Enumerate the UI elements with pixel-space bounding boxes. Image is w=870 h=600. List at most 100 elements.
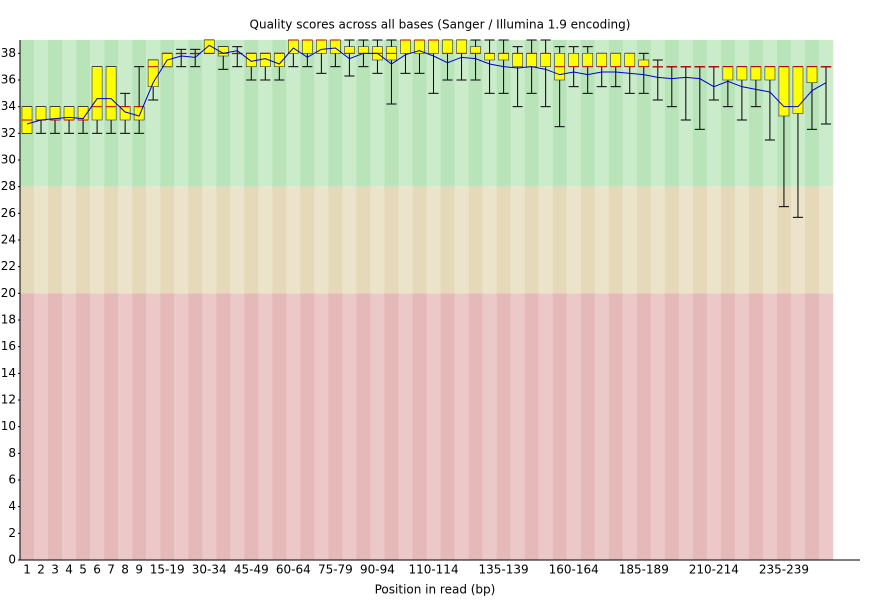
quality-zone <box>20 293 35 560</box>
quality-zone <box>762 186 778 294</box>
quality-zone <box>230 40 245 187</box>
y-tick-label: 36 <box>1 73 16 87</box>
quality-zone <box>202 40 217 187</box>
quality-zone <box>706 293 722 560</box>
quality-zone <box>720 40 736 187</box>
quality-zone <box>566 186 581 294</box>
y-tick-label: 0 <box>8 553 16 567</box>
quality-zone <box>706 40 722 187</box>
y-tick-label: 12 <box>1 393 16 407</box>
quality-zone <box>300 40 315 187</box>
y-tick-label: 38 <box>1 46 16 60</box>
box <box>35 106 47 121</box>
y-tick-label: 18 <box>1 313 16 327</box>
quality-zone <box>412 293 427 560</box>
x-tick-label: 60-64 <box>276 563 311 577</box>
x-tick-label: 30-34 <box>192 563 227 577</box>
x-tick-label: 15-19 <box>150 563 185 577</box>
box <box>442 39 453 54</box>
quality-zone <box>692 293 708 560</box>
quality-zone <box>482 40 497 187</box>
quality-zone <box>692 186 708 294</box>
quality-zone <box>454 40 469 187</box>
y-tick-label: 22 <box>1 259 16 273</box>
box <box>778 66 790 117</box>
quality-zone <box>818 293 834 560</box>
quality-zone <box>132 186 147 294</box>
quality-zone <box>482 293 497 560</box>
quality-zone <box>160 186 175 294</box>
quality-zone <box>426 186 441 294</box>
quality-zone <box>622 40 637 187</box>
box <box>512 53 523 67</box>
quality-zone <box>244 186 259 294</box>
box <box>91 66 103 121</box>
y-tick-label: 4 <box>8 499 16 513</box>
quality-zone <box>650 186 665 294</box>
quality-zone <box>48 293 63 560</box>
quality-zone <box>328 293 343 560</box>
box <box>764 66 776 81</box>
quality-zone <box>356 40 371 187</box>
x-tick-label: 5 <box>79 563 87 577</box>
quality-zone <box>552 186 567 294</box>
quality-zone <box>174 40 189 187</box>
quality-zone <box>342 40 357 187</box>
box <box>484 53 495 61</box>
x-tick-label: 7 <box>107 563 115 577</box>
quality-zone <box>524 40 539 187</box>
quality-zone <box>342 186 357 294</box>
y-tick-label: 28 <box>1 179 16 193</box>
quality-zone <box>510 293 525 560</box>
quality-zone <box>608 186 623 294</box>
quality-zone <box>818 186 834 294</box>
quality-zone <box>482 186 497 294</box>
quality-zone <box>636 293 651 560</box>
quality-zone <box>468 293 483 560</box>
box <box>638 59 650 67</box>
quality-zone <box>454 293 469 560</box>
box <box>722 66 734 81</box>
box <box>596 53 608 67</box>
chart-title: Quality scores across all bases (Sanger … <box>250 18 631 32</box>
x-tick-label: 1 <box>23 563 31 577</box>
quality-zone <box>706 186 722 294</box>
quality-zone <box>244 40 259 187</box>
quality-zone <box>76 186 91 294</box>
quality-zone <box>524 186 539 294</box>
quality-zone <box>342 293 357 560</box>
quality-zone <box>468 186 483 294</box>
y-tick-label: 8 <box>8 446 16 460</box>
quality-zone <box>790 293 806 560</box>
quality-zone <box>216 293 231 560</box>
quality-zone <box>76 293 91 560</box>
box <box>344 46 355 54</box>
box <box>245 53 257 67</box>
quality-zone <box>272 186 287 294</box>
quality-zone <box>636 40 651 187</box>
box <box>750 66 762 81</box>
box <box>203 39 215 54</box>
quality-zone <box>216 40 231 187</box>
box <box>358 46 369 54</box>
quality-zone <box>384 186 399 294</box>
y-tick-label: 16 <box>1 339 16 353</box>
quality-zone <box>664 186 680 294</box>
quality-zone <box>608 293 623 560</box>
quality-zone <box>468 40 483 187</box>
quality-zone <box>524 293 539 560</box>
quality-zone <box>258 40 273 187</box>
box <box>736 66 748 81</box>
quality-zone <box>566 293 581 560</box>
mean-line <box>26 44 827 125</box>
quality-zone <box>90 293 105 560</box>
quality-zone <box>804 293 820 560</box>
quality-zone <box>720 293 736 560</box>
x-tick-label: 45-49 <box>234 563 269 577</box>
quality-zone <box>132 293 147 560</box>
quality-zone <box>188 293 203 560</box>
box <box>540 53 551 67</box>
quality-zone <box>300 293 315 560</box>
quality-zone <box>440 186 455 294</box>
quality-zone <box>202 293 217 560</box>
